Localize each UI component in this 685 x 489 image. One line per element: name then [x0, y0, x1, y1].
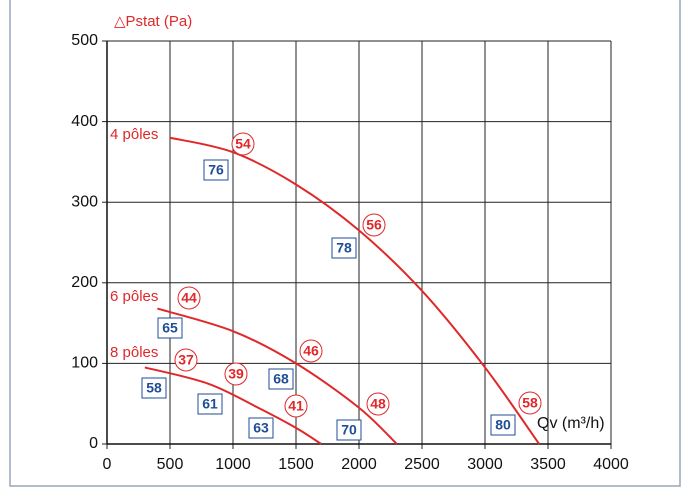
circled-label-ring: [231, 132, 255, 156]
y-axis-title: △Pstat (Pa): [114, 13, 192, 30]
boxed-label-box: [197, 393, 223, 415]
series-label: 4 pôles: [110, 126, 158, 143]
x-tick-label: 0: [103, 456, 112, 473]
boxed-label-box: [248, 417, 274, 439]
curve: [144, 366, 322, 445]
x-tick-label: 1000: [215, 456, 251, 473]
y-tick-label: 300: [71, 193, 98, 210]
boxed-label: 58: [146, 380, 162, 396]
circled-label-ring: [224, 362, 248, 386]
curve: [169, 136, 540, 445]
boxed-label: 80: [495, 417, 511, 433]
circled-label-ring: [174, 348, 198, 372]
x-tick-label: 500: [157, 456, 184, 473]
circled-label: 41: [288, 398, 304, 414]
boxed-label-box: [141, 377, 167, 399]
y-tick-label: 500: [71, 32, 98, 49]
x-tick-label: 4000: [593, 456, 629, 473]
circled-label: 48: [370, 396, 386, 412]
boxed-label: 70: [341, 422, 357, 438]
y-tick-label: 0: [89, 435, 98, 452]
y-tick-label: 100: [71, 355, 98, 372]
frame: [9, 0, 681, 487]
circled-label-ring: [284, 394, 308, 418]
series-label-bg: [109, 344, 167, 362]
circled-label-ring: [366, 392, 390, 416]
circled-label-ring: [299, 339, 323, 363]
boxed-label-box: [203, 159, 229, 181]
boxed-label-box: [268, 368, 294, 390]
series-label-bg: [109, 126, 167, 144]
circled-label: 56: [366, 217, 382, 233]
circled-label-ring: [177, 286, 201, 310]
boxed-label: 68: [273, 371, 289, 387]
x-tick-label: 2500: [404, 456, 440, 473]
boxed-label-box: [331, 237, 357, 259]
x-tick-label: 1500: [278, 456, 314, 473]
x-tick-label: 2000: [341, 456, 377, 473]
boxed-label-box: [157, 317, 183, 339]
boxed-label: 65: [162, 320, 178, 336]
y-tick-label: 200: [71, 274, 98, 291]
boxed-label: 63: [253, 420, 269, 436]
series-label-bg: [109, 288, 167, 306]
circled-label: 58: [522, 395, 538, 411]
boxed-label-box: [336, 419, 362, 441]
x-tick-label: 3500: [530, 456, 566, 473]
curve: [157, 307, 398, 445]
x-tick-label: 3000: [467, 456, 503, 473]
boxed-label: 76: [208, 162, 224, 178]
series-label: 8 pôles: [110, 344, 158, 361]
y-tick-label: 400: [71, 113, 98, 130]
circled-label-ring: [518, 391, 542, 415]
circled-label: 44: [181, 290, 197, 306]
boxed-label: 61: [202, 396, 218, 412]
circled-label: 37: [178, 352, 194, 368]
series-label: 6 pôles: [110, 288, 158, 305]
boxed-label: 78: [336, 240, 352, 256]
circled-label-ring: [362, 213, 386, 237]
circled-label: 46: [303, 343, 319, 359]
circled-label: 39: [228, 366, 244, 382]
boxed-label-box: [490, 414, 516, 436]
x-axis-title: Qv (m³/h): [537, 415, 605, 432]
circled-label: 54: [235, 136, 251, 152]
